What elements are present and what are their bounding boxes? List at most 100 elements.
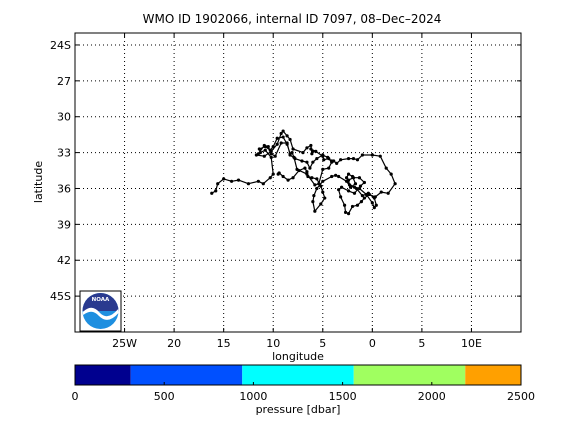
track-point: [379, 190, 383, 194]
track-point: [346, 156, 351, 161]
track-point: [290, 151, 294, 155]
y-tick-label: 33: [57, 147, 71, 160]
track-point: [378, 154, 382, 158]
colorbar-band: [465, 365, 521, 385]
track-point: [362, 180, 367, 185]
track-point: [256, 179, 260, 183]
track-point: [293, 156, 297, 161]
track-point: [339, 195, 343, 199]
track-point: [222, 177, 226, 181]
track-point: [337, 174, 341, 179]
colorbar-band: [130, 365, 243, 385]
track-point: [311, 160, 315, 164]
x-axis-ticks: 25W 20 15 10 5 0 5 10E: [112, 33, 482, 350]
track-point: [305, 146, 309, 150]
track-point: [359, 200, 364, 204]
track-point: [357, 186, 362, 191]
track-point: [311, 200, 315, 204]
track-point: [343, 210, 348, 214]
track-point: [276, 172, 280, 176]
track-point: [261, 182, 265, 186]
track-point: [281, 174, 285, 179]
y-tick-label: 42: [57, 254, 71, 267]
track-point: [352, 191, 357, 195]
colorbar-bands: [75, 365, 521, 385]
track-point: [384, 166, 388, 170]
y-tick-label: 27: [57, 75, 71, 88]
colorbar-tick-label: 2000: [418, 390, 446, 403]
plot-background: [75, 33, 521, 332]
track-point: [273, 154, 277, 158]
track-point: [346, 189, 351, 193]
track-point: [300, 159, 304, 163]
x-tick-label: 25W: [112, 337, 137, 350]
logo-wave: [82, 307, 119, 320]
track-point: [372, 206, 376, 210]
track-point: [309, 143, 313, 148]
y-tick-label: 45S: [50, 290, 71, 303]
track-point: [312, 194, 316, 198]
chart-title: WMO ID 1902066, internal ID 7097, 08–Dec…: [143, 12, 442, 26]
y-axis-label: latitude: [32, 161, 45, 203]
track-point: [271, 172, 275, 176]
track-point: [216, 182, 220, 186]
x-tick-label: 15: [217, 337, 231, 350]
track-point: [355, 158, 360, 162]
track-point: [386, 191, 390, 195]
track-point: [306, 174, 310, 179]
track-point: [246, 182, 251, 186]
track-point: [342, 203, 347, 207]
track-point: [344, 176, 349, 180]
track-point: [350, 174, 355, 179]
track-point: [348, 185, 353, 189]
x-tick-label: 5: [418, 337, 425, 350]
track-point: [210, 191, 214, 195]
track-point: [351, 156, 356, 161]
track-point: [305, 160, 309, 164]
x-tick-label: 10E: [461, 337, 482, 350]
track-point: [288, 137, 292, 142]
colorbar-tick-label: 1500: [329, 390, 357, 403]
track-point: [353, 182, 358, 186]
track-point: [305, 172, 309, 176]
y-axis-ticks: 24S 27 30 33 36 39 42 45S: [50, 39, 521, 303]
colorbar-band: [353, 365, 466, 385]
track-point: [321, 190, 325, 194]
y-tick-label: 24S: [50, 39, 71, 52]
track-point: [263, 148, 267, 152]
track-point: [262, 154, 266, 158]
logo-text: NOAA: [92, 297, 110, 303]
x-axis-label: longitude: [272, 350, 324, 363]
colorbar-tick-label: 1000: [239, 390, 267, 403]
track-point: [269, 149, 273, 154]
colorbar-tick-label: 0: [72, 390, 79, 403]
track-point: [279, 141, 283, 145]
track-point: [291, 147, 295, 151]
track-point: [321, 154, 325, 158]
track-point: [291, 176, 295, 180]
track-point: [311, 149, 315, 154]
colorbar-band: [242, 365, 354, 385]
track-point: [355, 203, 360, 207]
x-tick-label: 0: [369, 337, 376, 350]
track-point: [305, 170, 309, 174]
noaa-logo-icon: NOAA: [79, 290, 122, 332]
track-point: [286, 178, 290, 182]
track-point: [285, 134, 289, 138]
plot-frame: [74, 32, 522, 333]
track-point: [262, 143, 266, 148]
track-point: [323, 196, 327, 200]
track-point: [315, 156, 319, 161]
track-point: [321, 179, 325, 183]
y-tick-label: 36: [57, 182, 71, 195]
track-point: [374, 203, 378, 207]
track-point: [370, 201, 374, 205]
track-point: [309, 147, 313, 151]
track-point: [372, 196, 376, 200]
track-point: [214, 189, 218, 193]
track-point: [322, 158, 326, 162]
track-point: [236, 178, 241, 182]
track-point: [330, 174, 334, 179]
